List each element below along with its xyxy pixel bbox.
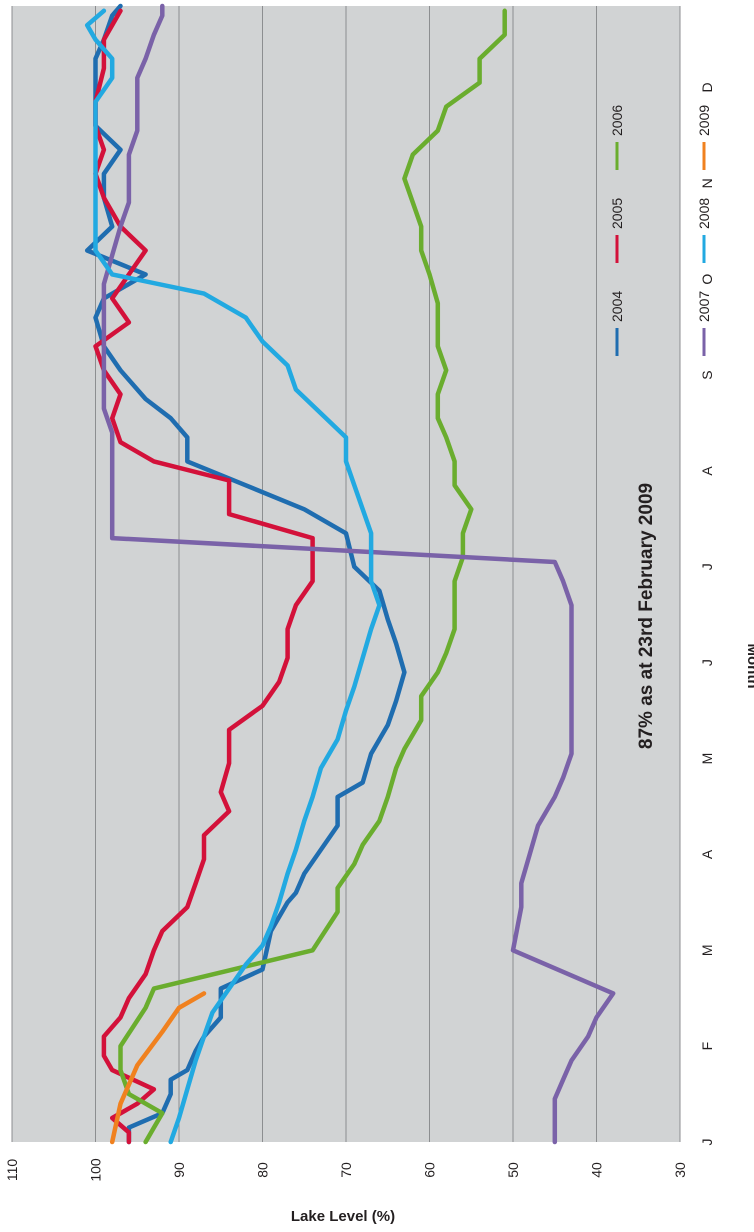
series-line-2006 bbox=[118, 8, 507, 1145]
value-tick-40: 40 bbox=[589, 1162, 605, 1178]
value-tick-50: 50 bbox=[505, 1162, 521, 1178]
series-line-2007 bbox=[101, 3, 616, 1145]
legend-label-2008: 2008 bbox=[696, 198, 712, 229]
month-tick-3: M bbox=[699, 944, 715, 956]
value-tick-100: 100 bbox=[88, 1158, 104, 1182]
series-line-2005 bbox=[93, 8, 315, 1145]
legend-label-2009: 2009 bbox=[696, 105, 712, 136]
legend: 2004 2005 2006 2007 2008 2009 bbox=[609, 105, 712, 356]
value-tick-70: 70 bbox=[338, 1162, 354, 1178]
legend-label-2005: 2005 bbox=[609, 198, 625, 229]
legend-label-2006: 2006 bbox=[609, 105, 625, 136]
x-axis-title: Month bbox=[744, 644, 754, 689]
legend-label-2004: 2004 bbox=[609, 291, 625, 322]
value-tick-90: 90 bbox=[171, 1162, 187, 1178]
month-tick-10: O bbox=[699, 274, 715, 285]
month-tick-12: D bbox=[699, 82, 715, 92]
x-tick-labels: J F M A M J J A S O N D bbox=[699, 82, 715, 1145]
month-tick-11: N bbox=[699, 178, 715, 188]
value-tick-30: 30 bbox=[672, 1162, 688, 1178]
value-tick-60: 60 bbox=[422, 1162, 438, 1178]
month-tick-9: S bbox=[699, 370, 715, 379]
month-tick-6: J bbox=[699, 659, 715, 666]
month-tick-5: M bbox=[699, 753, 715, 765]
value-tick-110: 110 bbox=[4, 1159, 20, 1182]
y-axis-title: Lake Level (%) bbox=[291, 1208, 395, 1225]
series-line-2008 bbox=[84, 8, 382, 1145]
month-tick-1: J bbox=[699, 1139, 715, 1146]
series-lines bbox=[84, 3, 616, 1145]
legend-label-2007: 2007 bbox=[696, 291, 712, 322]
annotation-text: 87% as at 23rd February 2009 bbox=[636, 483, 657, 749]
value-tick-80: 80 bbox=[255, 1162, 271, 1178]
series-line-2009 bbox=[109, 991, 207, 1145]
month-tick-2: F bbox=[699, 1042, 715, 1051]
month-tick-8: A bbox=[699, 466, 715, 476]
y-tick-labels: 30 40 50 60 70 80 90 100 110 bbox=[4, 1158, 688, 1182]
month-tick-4: A bbox=[699, 849, 715, 859]
month-tick-7: J bbox=[699, 563, 715, 570]
